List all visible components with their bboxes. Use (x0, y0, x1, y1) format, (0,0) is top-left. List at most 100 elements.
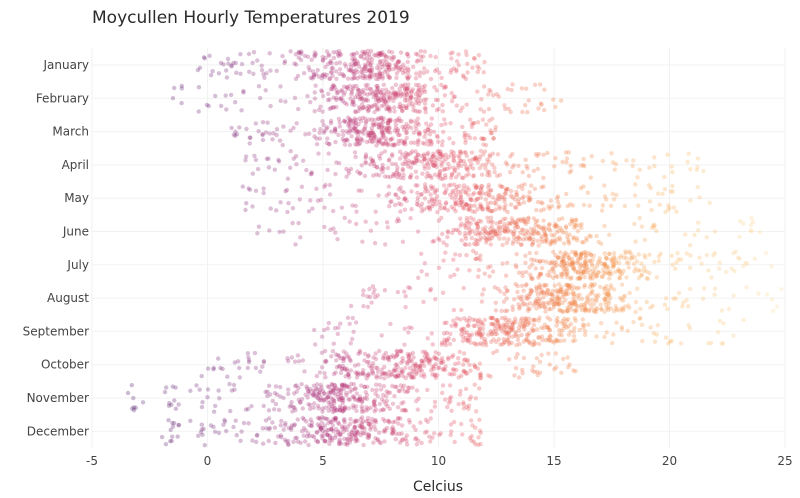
data-point (370, 158, 375, 163)
data-point (704, 252, 709, 258)
data-point (565, 309, 570, 314)
data-point (538, 272, 544, 277)
data-point (325, 167, 330, 173)
data-point (686, 304, 691, 309)
data-point (320, 58, 326, 63)
data-point (519, 294, 524, 299)
data-point (405, 51, 410, 57)
data-point (407, 420, 412, 425)
data-point (233, 60, 238, 66)
data-point (387, 107, 392, 112)
data-point (278, 200, 283, 205)
data-point (490, 116, 495, 121)
data-point (296, 359, 302, 364)
data-point (587, 233, 592, 238)
data-point (354, 136, 359, 141)
data-point (434, 108, 440, 113)
data-point (399, 105, 404, 111)
data-point (611, 262, 617, 267)
data-point (358, 417, 363, 422)
data-point (377, 348, 382, 354)
data-point (452, 439, 457, 445)
data-point (389, 50, 395, 55)
data-point (459, 238, 464, 243)
data-point (359, 118, 364, 124)
data-point (539, 334, 545, 339)
data-point (327, 441, 332, 446)
data-point (467, 230, 472, 235)
data-point (402, 69, 408, 74)
data-point (500, 329, 505, 334)
data-point (513, 220, 518, 226)
data-point (357, 116, 362, 121)
data-point (349, 88, 354, 93)
data-point (355, 69, 360, 75)
data-point (378, 59, 383, 64)
data-point (395, 289, 401, 295)
data-point (422, 83, 428, 89)
data-point (650, 223, 656, 228)
data-point (365, 133, 370, 138)
data-point (351, 121, 356, 127)
data-point (401, 190, 407, 195)
data-point (496, 337, 501, 342)
data-point (394, 368, 399, 373)
data-point (399, 349, 404, 354)
data-point (656, 254, 662, 259)
data-point (599, 307, 604, 312)
data-point (478, 371, 483, 376)
y-tick-label: November (27, 391, 89, 405)
data-point (358, 136, 364, 141)
data-point (387, 96, 393, 101)
data-point (570, 261, 575, 266)
data-point (559, 259, 564, 264)
data-point (344, 390, 349, 396)
data-point (483, 340, 488, 345)
data-point (393, 118, 398, 124)
data-point (497, 193, 502, 198)
data-point (503, 329, 509, 334)
data-point (469, 124, 475, 130)
data-point (328, 87, 334, 92)
data-point (531, 168, 537, 173)
data-point (579, 304, 584, 310)
data-point (399, 83, 404, 88)
data-point (402, 326, 407, 331)
data-point (639, 261, 644, 266)
data-point (342, 100, 348, 106)
data-point (623, 304, 628, 309)
data-point (506, 106, 511, 112)
data-point (521, 232, 526, 237)
data-point (456, 356, 461, 361)
data-point (334, 365, 340, 370)
data-point (505, 228, 511, 233)
data-point (331, 83, 337, 89)
data-point (537, 271, 542, 277)
data-point (432, 431, 437, 436)
data-point (379, 52, 384, 57)
data-point (548, 228, 553, 233)
data-point (497, 206, 502, 211)
data-point (388, 137, 394, 142)
data-point (635, 286, 640, 291)
data-point (397, 388, 402, 394)
data-point (374, 65, 380, 71)
data-point (430, 435, 435, 440)
data-point (359, 163, 364, 168)
data-point (656, 258, 661, 264)
data-point (291, 125, 296, 131)
data-point (371, 89, 376, 95)
data-point (425, 189, 431, 194)
data-point (706, 268, 711, 273)
data-point (332, 85, 337, 90)
data-point (415, 116, 420, 121)
data-point (346, 115, 351, 120)
data-point (612, 287, 617, 292)
grid (91, 48, 786, 448)
data-point (506, 325, 511, 330)
data-point (476, 218, 482, 223)
data-point (367, 105, 372, 110)
data-point (669, 253, 674, 258)
data-point (571, 294, 577, 299)
data-point (520, 195, 525, 201)
